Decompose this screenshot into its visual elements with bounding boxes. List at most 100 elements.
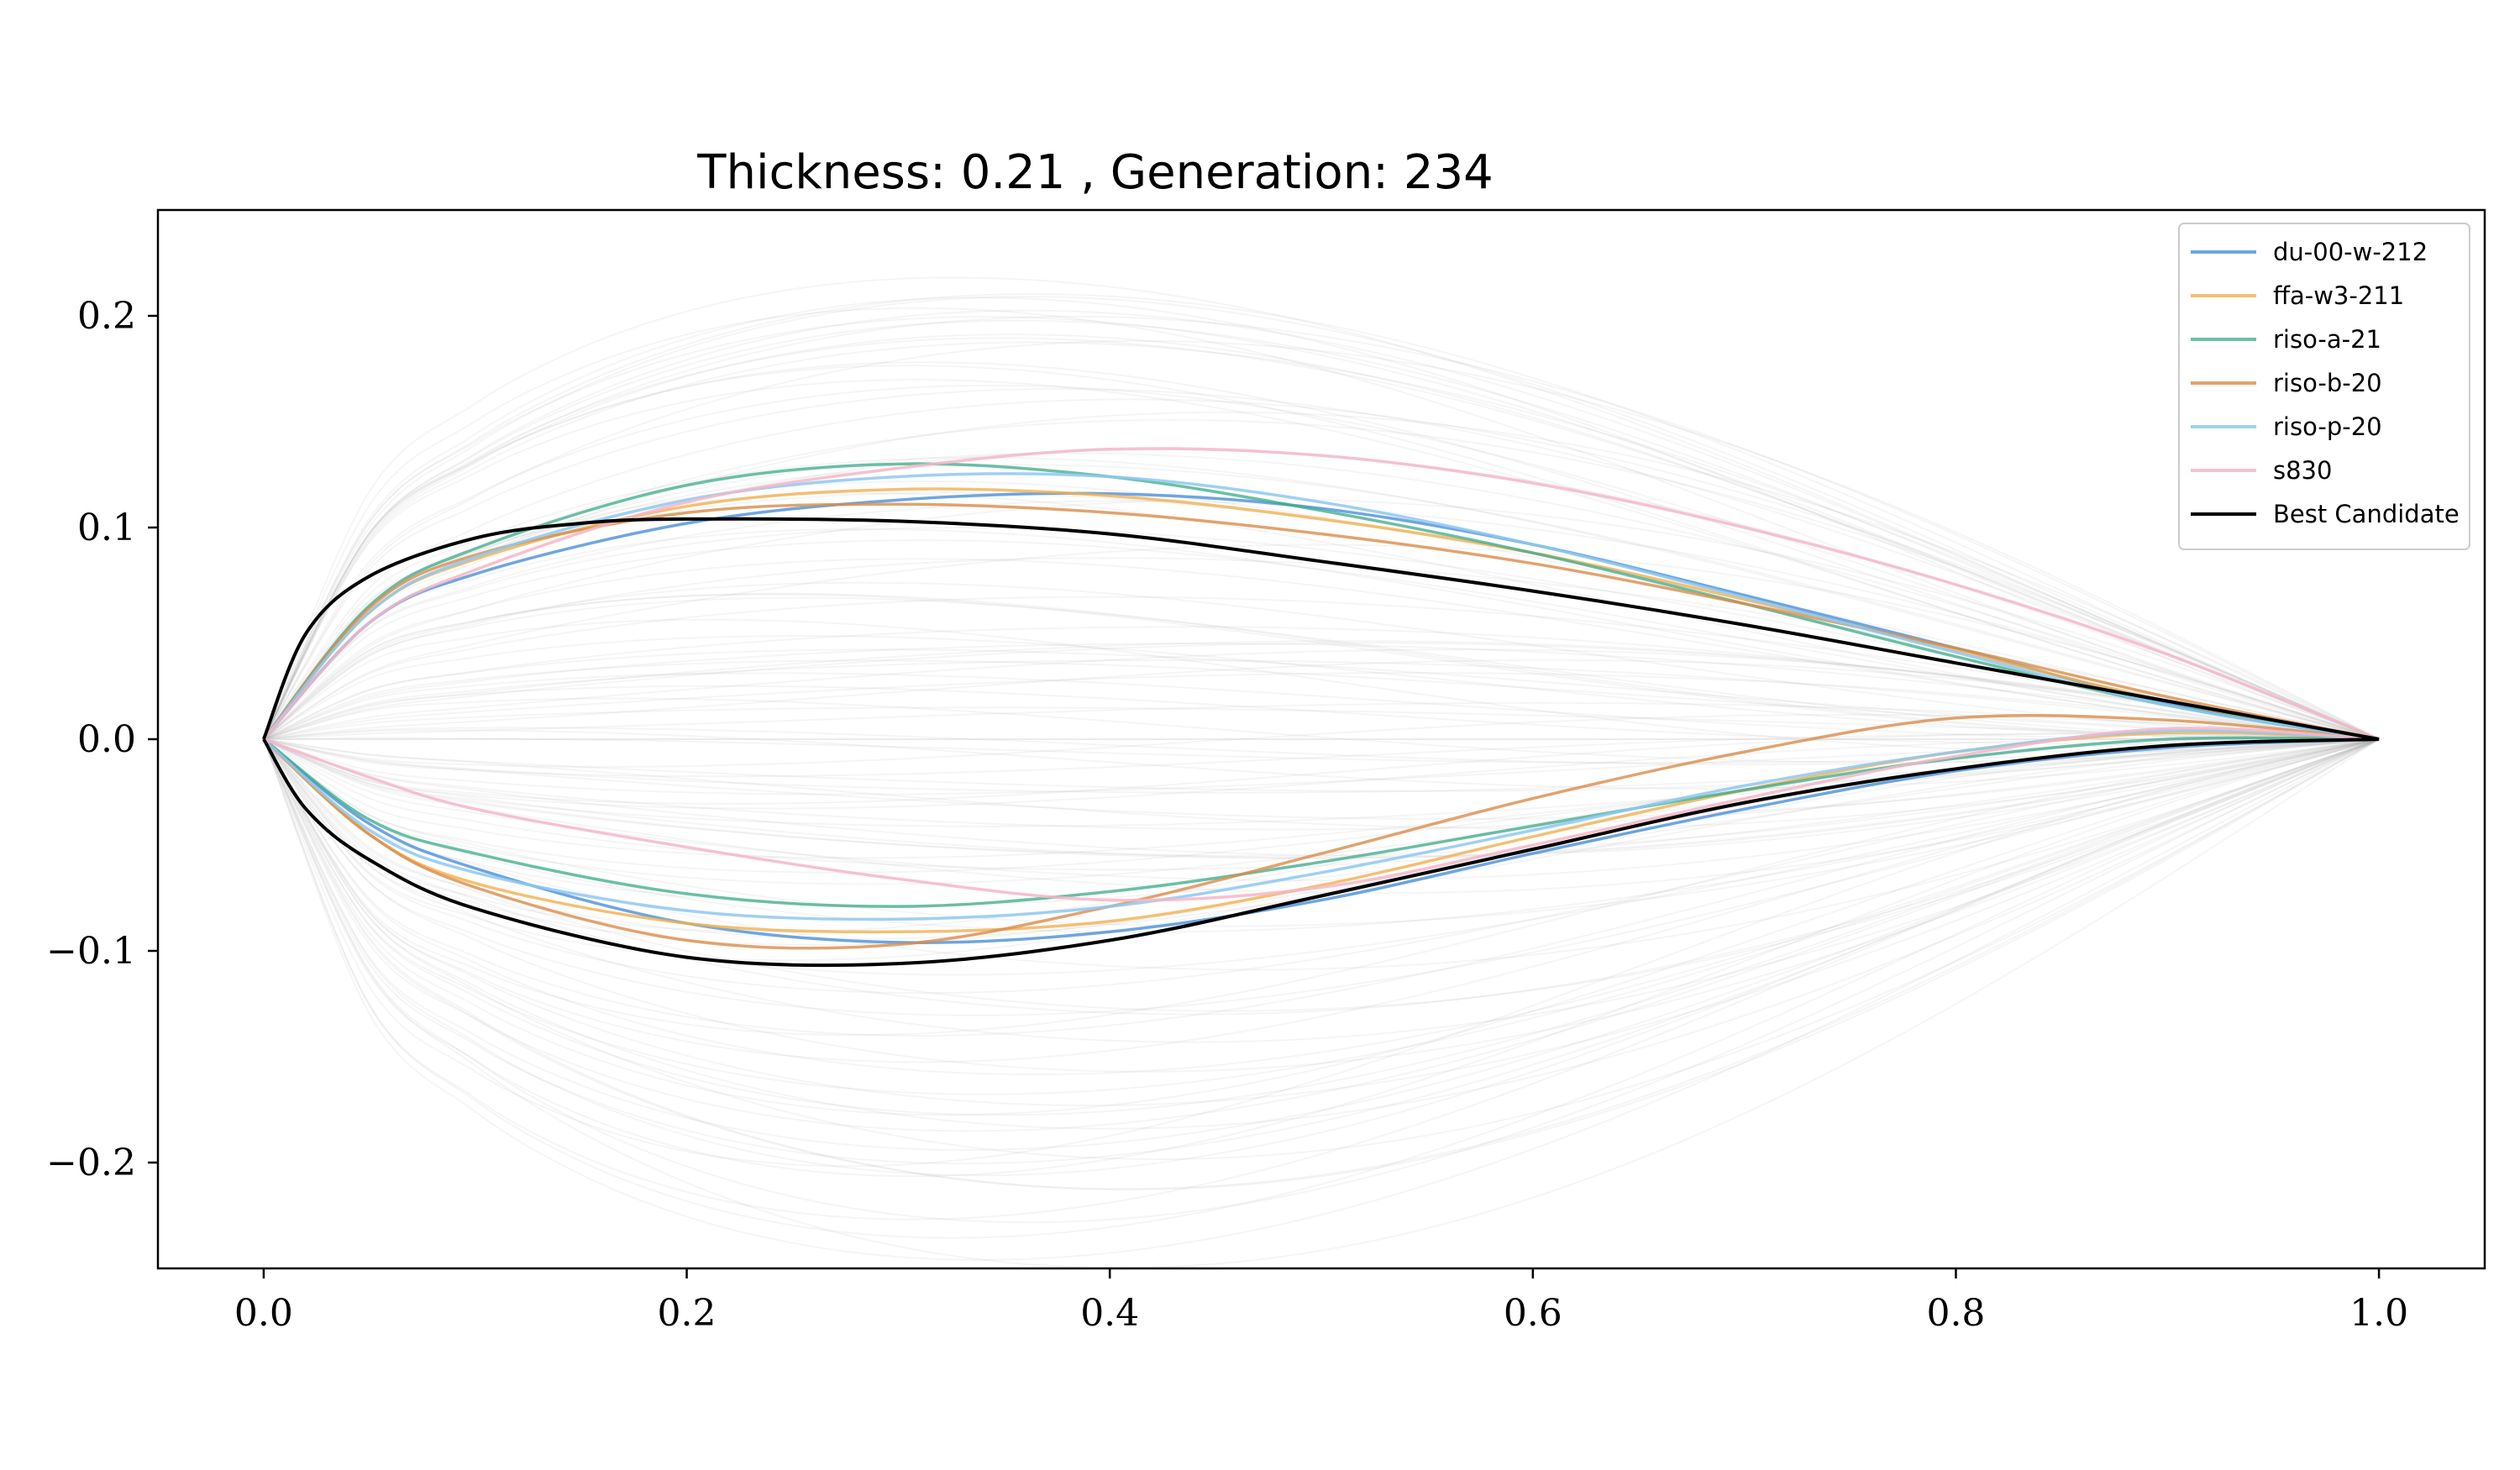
background-curve (262, 276, 2380, 740)
x-tick-label: 0.6 (1504, 1292, 1562, 1335)
background-curve (263, 738, 2380, 995)
background-curve (263, 738, 2380, 1063)
background-curve (263, 557, 2380, 740)
legend-box (2178, 223, 2470, 550)
background-curve (263, 333, 2380, 740)
background-curve (263, 738, 2380, 857)
background-curve (263, 738, 2380, 795)
background-curve (263, 738, 2380, 946)
background-curve (262, 738, 2380, 1178)
series-riso-p-20-lower (262, 728, 2380, 921)
background-curve (263, 738, 2380, 859)
background-curve (262, 738, 2380, 1268)
background-curve (262, 738, 2380, 1168)
background-curve (263, 738, 2380, 907)
background-curve (263, 738, 2380, 1106)
y-tick-label: −0.1 (46, 930, 136, 973)
background-curve (263, 738, 2380, 1116)
background-curve (262, 738, 2380, 1239)
background-curve (263, 738, 2380, 794)
series-riso-p-20-upper (262, 472, 2380, 741)
background-curve (263, 498, 2380, 740)
background-curve (263, 738, 2380, 1160)
background-curve (263, 738, 2380, 827)
background-curve (263, 398, 2380, 740)
x-tick-label: 0.2 (658, 1292, 717, 1335)
y-tick-label: −0.2 (46, 1142, 136, 1184)
background-curve (263, 384, 2380, 740)
background-curve (262, 297, 2380, 740)
background-curve (263, 634, 2380, 740)
background-curve (263, 319, 2380, 740)
background-curve (263, 456, 2380, 740)
background-curve (263, 528, 2380, 740)
background-curve (263, 316, 2380, 740)
background-curve (263, 361, 2380, 740)
background-curve (263, 592, 2380, 740)
x-tick-label: 0.4 (1080, 1292, 1139, 1335)
y-tick-label: 0.1 (77, 507, 136, 549)
background-curve (262, 738, 2380, 1261)
legend-label: riso-p-20 (2273, 412, 2382, 441)
background-curve (263, 706, 2380, 740)
background-curve (262, 738, 2380, 1224)
background-curve (263, 732, 2380, 778)
background-curve (263, 593, 2380, 741)
background-curve (263, 737, 2380, 764)
background-curve (263, 492, 2380, 740)
background-curve (263, 452, 2380, 740)
legend-label: s830 (2273, 456, 2332, 485)
background-curve (263, 738, 2380, 927)
series-s830-lower (263, 727, 2380, 902)
chart-title: Thickness: 0.21 , Generation: 234 (696, 145, 1494, 200)
background-curve (263, 738, 2380, 1016)
background-curve (263, 596, 2380, 740)
background-curve (263, 464, 2380, 740)
background-curve (263, 738, 2380, 1073)
background-curve (263, 648, 2380, 740)
background-curve (263, 737, 2380, 810)
background-curve (263, 341, 2380, 740)
background-curve (263, 738, 2380, 1130)
background-curve (263, 738, 2380, 1076)
background-curve (263, 672, 2380, 740)
background-curve (263, 387, 2380, 740)
background-curve (263, 738, 2380, 895)
background-curve (263, 581, 2380, 740)
series-best-candidate-upper (262, 517, 2380, 741)
background-curve (263, 729, 2380, 790)
series-du-00-w-212-lower (262, 738, 2380, 944)
background-curve (263, 738, 2380, 830)
background-curve (262, 738, 2380, 1165)
legend: du-00-w-212 ffa-w3-211 riso-a-21 riso-b-20 r… (2178, 223, 2470, 550)
y-axis: 0.2 0.1 0.0 −0.1 −0.2 (46, 295, 158, 1184)
background-curve (263, 543, 2380, 740)
background-curve (263, 713, 2380, 768)
x-tick-label: 1.0 (2349, 1292, 2408, 1335)
background-curve (263, 418, 2380, 740)
background-curve (263, 309, 2380, 740)
legend-label: riso-a-21 (2273, 325, 2381, 354)
background-curve (263, 643, 2380, 740)
background-curve (263, 337, 2380, 740)
background-curve (263, 732, 2380, 805)
background-curve (263, 738, 2380, 882)
background-curve (263, 672, 2380, 741)
background-curve (263, 738, 2380, 1191)
background-curve (263, 659, 2380, 740)
series-layer (262, 447, 2380, 968)
series-riso-a-21-upper (262, 462, 2380, 741)
background-curve (262, 738, 2380, 1177)
background-curve (263, 596, 2380, 740)
background-curve (263, 411, 2380, 740)
background-curve (263, 738, 2380, 871)
x-axis: 0.0 0.2 0.4 0.6 0.8 1.0 (234, 1268, 2408, 1335)
background-curve (263, 738, 2380, 1132)
background-curve (263, 738, 2380, 1016)
background-curve (263, 640, 2380, 740)
background-curve (263, 626, 2380, 740)
background-curve (263, 659, 2380, 740)
background-curve (263, 738, 2380, 859)
background-curve (263, 738, 2380, 792)
background-curve (263, 659, 2380, 740)
